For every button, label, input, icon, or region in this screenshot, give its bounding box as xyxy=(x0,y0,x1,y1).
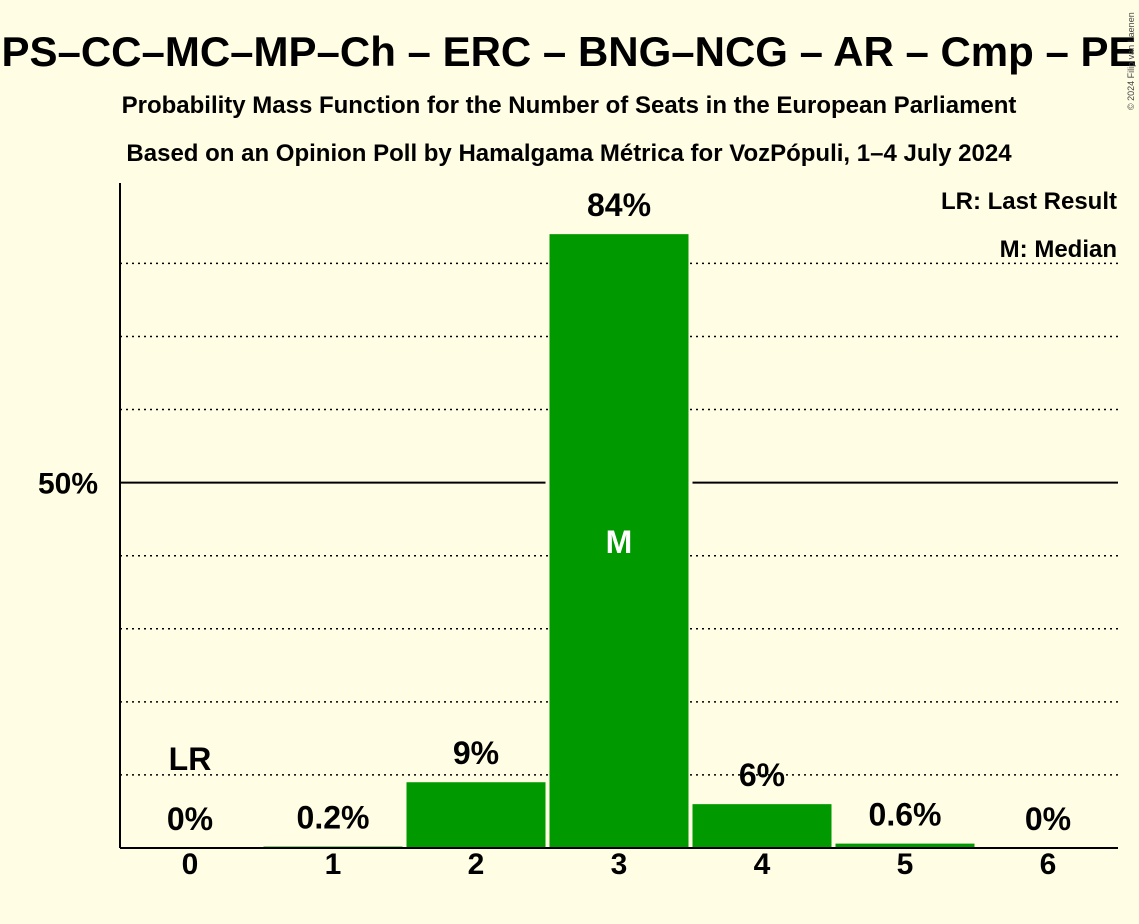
x-tick-1: 1 xyxy=(325,848,342,881)
value-label-6: 0% xyxy=(1025,801,1071,837)
x-tick-3: 3 xyxy=(611,848,628,881)
value-label-0: 0% xyxy=(167,801,213,837)
copyright-note: © 2024 Filip van Laenen xyxy=(1126,12,1136,110)
bar-2 xyxy=(406,782,546,848)
labels-layer: 0%00.2%19%284%36%40.6%50%650%LRM xyxy=(38,187,1071,881)
axes-layer xyxy=(119,183,1118,849)
bar-gap-3 xyxy=(688,476,693,489)
bars-layer xyxy=(263,234,975,849)
value-label-3: 84% xyxy=(587,187,651,223)
bar-3 xyxy=(549,234,689,849)
x-tick-5: 5 xyxy=(897,848,914,881)
value-label-4: 6% xyxy=(739,757,785,793)
value-label-2: 9% xyxy=(453,735,499,771)
value-label-5: 0.6% xyxy=(869,797,942,833)
chart-title: PS–CC–MC–MP–Ch – ERC – BNG–NCG – AR – Cm… xyxy=(1,28,1136,75)
x-tick-2: 2 xyxy=(468,848,485,881)
legend-last-result: LR: Last Result xyxy=(941,188,1117,215)
bar-gap-left-3 xyxy=(545,476,550,489)
value-label-1: 0.2% xyxy=(297,800,370,836)
median-marker: M xyxy=(606,524,633,560)
x-tick-4: 4 xyxy=(754,848,771,881)
x-tick-0: 0 xyxy=(182,848,199,881)
y-tick-50: 50% xyxy=(38,468,98,501)
x-tick-6: 6 xyxy=(1040,848,1057,881)
legend-median: M: Median xyxy=(1000,236,1117,263)
chart-subtitle-source: Based on an Opinion Poll by Hamalgama Mé… xyxy=(126,140,1012,167)
bar-4 xyxy=(692,804,832,848)
chart-subtitle-method: Probability Mass Function for the Number… xyxy=(122,92,1017,119)
last-result-marker: LR xyxy=(169,741,212,777)
bar-5 xyxy=(835,843,975,848)
